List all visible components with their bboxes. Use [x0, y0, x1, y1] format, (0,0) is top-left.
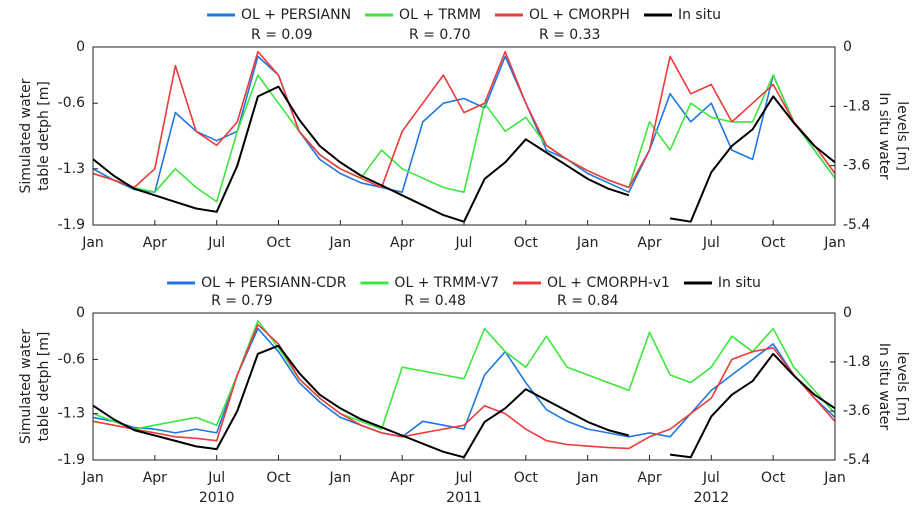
legend-label: OL + TRMM-V7: [394, 275, 499, 291]
r-label: R = 0.09: [251, 27, 313, 43]
x-tick-label: Apr: [637, 235, 661, 251]
x-tick-label: Oct: [266, 235, 291, 251]
x-tick-label: Jan: [81, 235, 104, 251]
legend-label: OL + CMORPH-v1: [547, 275, 670, 291]
r-label: R = 0.70: [409, 27, 471, 43]
y2-tick-label: -3.6: [843, 158, 870, 174]
x-tick-label: Jan: [823, 470, 846, 486]
y-tick-label: -1.3: [58, 406, 85, 422]
x-tick-label: Jul: [207, 470, 225, 486]
x-tick-label: Apr: [143, 470, 167, 486]
series-line: [93, 74, 835, 203]
r-label: R = 0.48: [404, 293, 466, 309]
x-tick-label: Oct: [266, 470, 291, 486]
x-tick-label: Jul: [207, 235, 225, 251]
year-label: 2010: [199, 490, 235, 506]
legend-item: In situ: [683, 275, 761, 291]
panel: -1.9 -1.3 -0.6 0 -5.4 -3.6 -1.8 0 Jan Apr Jul Oct Ja…: [18, 275, 910, 506]
y2-tick-label: -3.6: [843, 403, 870, 419]
legend-item: OL + CMORPH-v1 R = 0.84: [513, 275, 670, 309]
x-tick-label: Jan: [81, 470, 104, 486]
x-tick-label: Oct: [514, 470, 539, 486]
y-axis-label: Simulated water: [18, 78, 34, 193]
legend-label: In situ: [718, 275, 761, 291]
x-tick-label: Jan: [329, 470, 352, 486]
y2-tick-label: -1.8: [843, 98, 870, 114]
y-tick-label: -1.9: [58, 217, 85, 233]
series-line: [93, 85, 835, 223]
r-label: R = 0.84: [557, 293, 619, 309]
x-tick-label: Apr: [390, 235, 414, 251]
y2-tick-label: -5.4: [843, 452, 870, 468]
legend-item: In situ: [643, 7, 721, 23]
series-line: [93, 319, 835, 430]
y-axis-label: Simulated water: [18, 329, 34, 444]
plot-frame: [92, 312, 836, 461]
y-tick-label: 0: [76, 305, 85, 321]
y2-axis-label: In situ water: [876, 92, 892, 180]
legend-item: OL + PERSIANN-CDR R = 0.79: [167, 275, 347, 309]
y-axis-label: table detph [m]: [36, 332, 52, 442]
x-tick-label: Apr: [390, 470, 414, 486]
x-tick-label: Jul: [455, 235, 473, 251]
lines: [93, 319, 835, 459]
y2-tick-label: -5.4: [843, 217, 870, 233]
x-tick-label: Jan: [823, 235, 846, 251]
y-axis-label: table detph [m]: [36, 81, 52, 191]
y-tick-label: 0: [76, 39, 85, 55]
lines: [93, 50, 835, 223]
x-tick-label: Oct: [761, 470, 786, 486]
x-tick-label: Jan: [576, 470, 599, 486]
r-label: R = 0.33: [539, 27, 601, 43]
y-tick-label: -0.6: [58, 351, 85, 367]
legend-item: OL + PERSIANN R = 0.09: [207, 7, 351, 43]
r-label: R = 0.79: [211, 293, 273, 309]
series-line: [93, 344, 835, 459]
series-line: [93, 327, 835, 438]
x-tick-label: Apr: [637, 470, 661, 486]
legend-item: OL + CMORPH R = 0.33: [494, 7, 630, 43]
legend-item: OL + TRMM R = 0.70: [365, 7, 481, 43]
panel: -1.9 -1.3 -0.6 0 -5.4 -3.6 -1.8 0 Jan Apr Jul Oct Ja…: [18, 7, 910, 251]
y-tick-label: -1.9: [58, 452, 85, 468]
legend: OL + PERSIANN-CDR R = 0.79 OL + TRMM-V7 R =…: [167, 275, 761, 309]
series-line: [93, 323, 835, 450]
x-tick-label: Jul: [702, 470, 720, 486]
legend-label: In situ: [678, 7, 721, 23]
year-label: 2012: [694, 490, 730, 506]
y2-axis-label: levels [m]: [894, 352, 910, 422]
y2-tick-label: -1.8: [843, 354, 870, 370]
y-tick-label: -1.3: [58, 161, 85, 177]
year-label: 2011: [446, 490, 482, 506]
legend-label: OL + CMORPH: [529, 7, 630, 23]
x-tick-label: Oct: [514, 235, 539, 251]
y2-axis-label: levels [m]: [894, 101, 910, 171]
y2-axis-label: In situ water: [876, 343, 892, 431]
x-tick-label: Jan: [329, 235, 352, 251]
x-tick-label: Apr: [143, 235, 167, 251]
y2-tick-label: 0: [843, 305, 852, 321]
x-tick-label: Jul: [455, 470, 473, 486]
y2-tick-label: 0: [843, 39, 852, 55]
series-line: [93, 55, 835, 193]
x-tick-label: Oct: [761, 235, 786, 251]
legend-label: OL + TRMM: [399, 7, 481, 23]
legend-label: OL + PERSIANN-CDR: [201, 275, 347, 291]
x-tick-label: Jan: [576, 235, 599, 251]
legend-label: OL + PERSIANN: [241, 7, 351, 23]
x-tick-label: Jul: [702, 235, 720, 251]
series-line: [93, 50, 835, 189]
legend-item: OL + TRMM-V7 R = 0.48: [360, 275, 499, 309]
y-tick-label: -0.6: [58, 95, 85, 111]
